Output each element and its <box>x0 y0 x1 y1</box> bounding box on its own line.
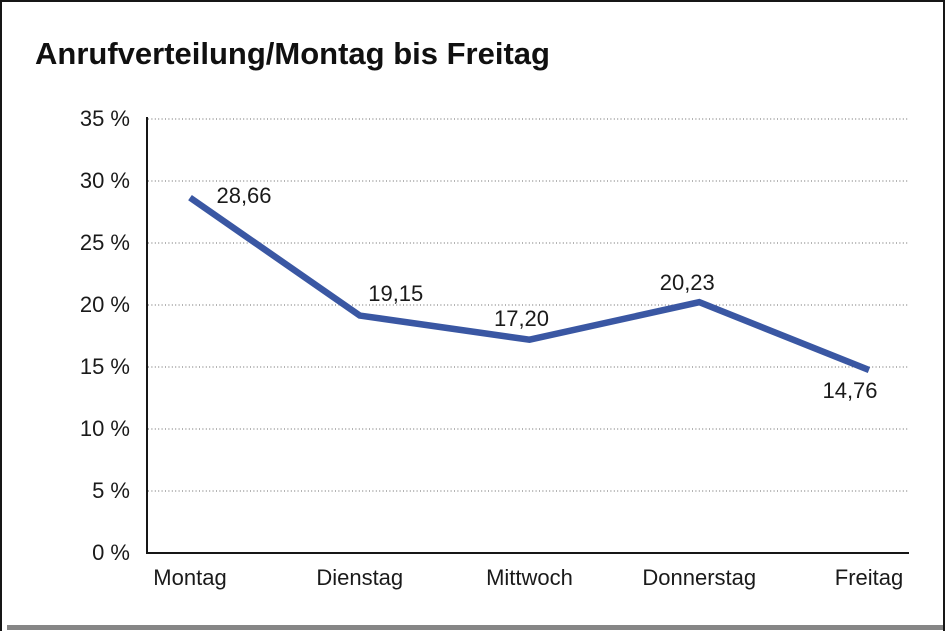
x-axis-label: Montag <box>153 565 227 590</box>
data-point-label: 20,23 <box>659 270 715 296</box>
axes <box>146 117 909 554</box>
y-axis-label: 20 % <box>79 292 130 317</box>
y-axis-label: 10 % <box>79 416 130 441</box>
y-axis-label: 0 % <box>92 540 130 565</box>
y-axis-label: 35 % <box>79 106 130 131</box>
x-axis-label: Freitag <box>834 565 904 590</box>
data-point-label: 19,15 <box>368 280 424 306</box>
data-point-label: 28,66 <box>216 182 272 208</box>
y-axis-label: 15 % <box>79 354 130 379</box>
x-axis-label: Donnerstag <box>642 565 757 590</box>
y-axis-label: 5 % <box>92 478 130 503</box>
x-axis-label: Mittwoch <box>486 565 573 590</box>
data-point-label: 17,20 <box>493 305 550 331</box>
y-axis-label: 25 % <box>79 230 130 255</box>
series-line <box>188 194 871 373</box>
y-axis-label: 30 % <box>79 168 130 193</box>
x-axis-label: Dienstag <box>316 565 404 590</box>
frame-bottom-shadow <box>7 625 943 630</box>
chart-title: Anrufverteilung/Montag bis Freitag <box>35 36 550 71</box>
data-point-label: 14,76 <box>822 377 878 403</box>
